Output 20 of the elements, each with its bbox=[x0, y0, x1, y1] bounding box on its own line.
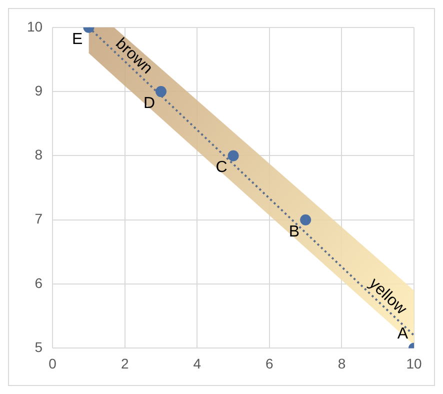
y-tick-label: 9 bbox=[34, 82, 43, 98]
y-tick-label: 5 bbox=[34, 339, 43, 356]
y-tick-label: 10 bbox=[26, 18, 43, 34]
annotation: B bbox=[288, 223, 300, 240]
y-tick-label: 8 bbox=[34, 146, 43, 163]
y-tick-label: 7 bbox=[34, 210, 43, 227]
point bbox=[156, 86, 166, 98]
x-tick-label: 8 bbox=[338, 355, 346, 372]
point bbox=[228, 150, 239, 162]
x-tick-label: 4 bbox=[193, 355, 202, 372]
annotation: C bbox=[216, 159, 228, 176]
y-tick-label: 6 bbox=[34, 274, 43, 291]
x-tick-label: 10 bbox=[406, 355, 422, 372]
x-tick-label: 2 bbox=[120, 355, 129, 372]
x-tick-label: 6 bbox=[266, 355, 274, 372]
annotation: A bbox=[397, 326, 408, 343]
x-tick-label: 0 bbox=[48, 355, 57, 372]
annotation: D bbox=[143, 94, 155, 112]
annotation: E bbox=[72, 30, 83, 48]
point bbox=[300, 214, 312, 226]
